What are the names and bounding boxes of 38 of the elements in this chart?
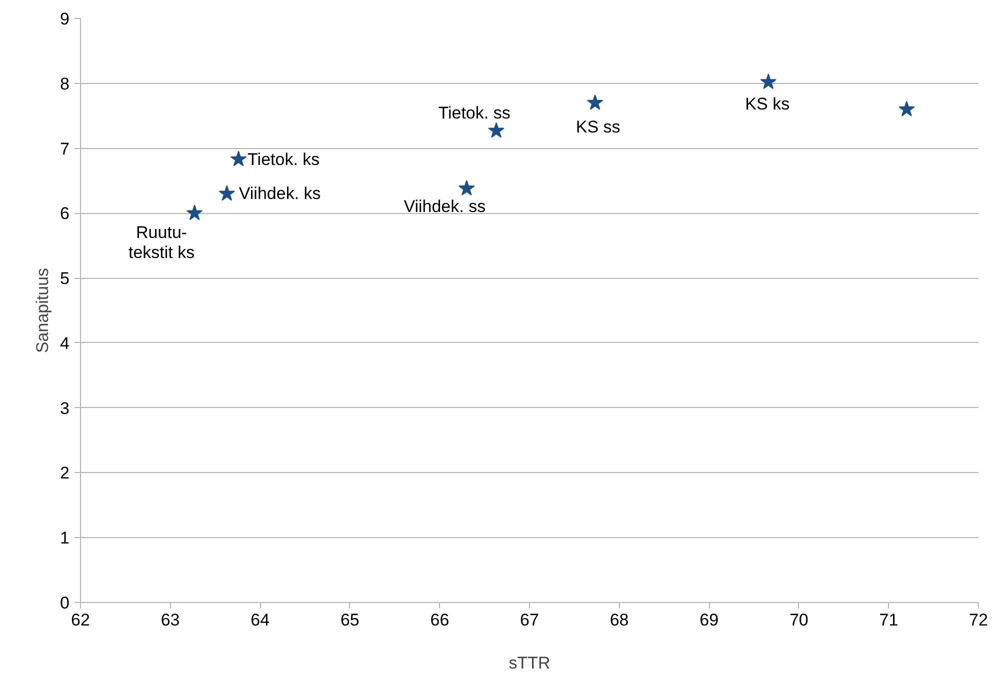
point <box>458 180 475 196</box>
point <box>230 150 247 166</box>
x-tick-label: 62 <box>71 610 90 630</box>
x-tick-label: 66 <box>430 610 450 630</box>
annotation: Tietok. ss <box>438 103 510 122</box>
annotation: Viihdek. ss <box>404 197 486 216</box>
point <box>586 94 604 110</box>
y-tick-label: 0 <box>60 594 70 612</box>
x-tick-label: 67 <box>520 610 539 630</box>
y-tick-label: 5 <box>60 269 70 288</box>
point <box>218 185 235 201</box>
point <box>760 74 776 90</box>
x-tick-label: 64 <box>250 610 270 630</box>
x-tick-label: 68 <box>610 610 629 630</box>
annotation: Tietok. ks <box>248 150 320 169</box>
annotation: Ruutu- tekstit ks <box>128 223 195 262</box>
annotation: KS ss <box>576 117 620 136</box>
point <box>488 122 504 138</box>
annotation: Viihdek. ks <box>238 184 321 204</box>
x-tick-label: 71 <box>879 610 898 630</box>
y-tick-label: 8 <box>60 74 70 94</box>
point <box>186 204 203 220</box>
point <box>898 100 915 116</box>
y-tick-label: 2 <box>60 464 70 483</box>
y-tick-label: 6 <box>60 204 70 224</box>
x-axis-title: sTTR <box>508 654 550 672</box>
x-tick-label: 63 <box>160 610 180 630</box>
x-tick-label: 69 <box>700 610 719 630</box>
y-tick-label: 4 <box>60 334 70 353</box>
x-tick-label: 72 <box>969 610 988 630</box>
x-tick-label: 70 <box>789 610 808 630</box>
annotation: KS ks <box>745 94 790 114</box>
y-tick-label: 9 <box>60 10 70 28</box>
y-axis-title: Sanapituus <box>33 268 52 354</box>
x-tick-label: 65 <box>340 610 360 630</box>
y-tick-label: 7 <box>60 139 70 158</box>
y-tick-label: 3 <box>60 398 70 418</box>
y-tick-label: 1 <box>60 528 70 548</box>
